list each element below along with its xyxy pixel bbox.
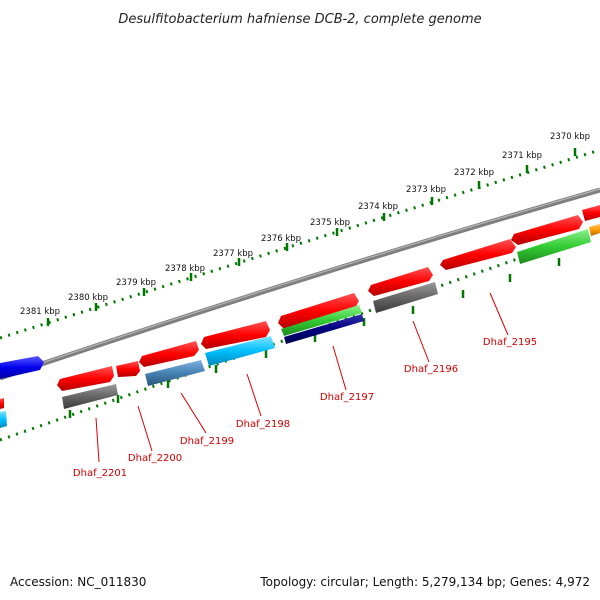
kbp-label: 2370 kbp [550,132,590,142]
genome-backbone-highlight [0,188,600,378]
gene-feature[interactable] [373,282,438,313]
gene-feature[interactable] [582,205,600,221]
gene-leader-lines [95,292,509,463]
gene-feature[interactable] [517,229,591,264]
kbp-label: 2378 kbp [165,264,205,274]
gene-label-dhaf-2197[interactable]: Dhaf_2197 [320,392,374,403]
kbp-label: 2380 kbp [68,293,108,303]
kbp-label: 2375 kbp [310,218,350,228]
kbp-label: 2371 kbp [502,151,542,161]
gene-feature[interactable] [0,411,7,428]
forward-strand-genes [57,205,600,391]
kbp-label: 2379 kbp [116,278,156,288]
kbp-label: 2376 kbp [261,234,301,244]
gene-label-dhaf-2198[interactable]: Dhaf_2198 [236,419,290,430]
gene-feature[interactable] [116,361,140,377]
gene-label-dhaf-2199[interactable]: Dhaf_2199 [180,436,234,447]
gene-feature[interactable] [368,267,433,296]
kbp-label: 2374 kbp [358,202,398,212]
genome-title: Desulfitobacterium hafniense DCB-2, comp… [118,12,481,27]
gene-feature[interactable] [511,215,583,245]
gene-feature[interactable] [145,360,205,386]
kbp-label: 2381 kbp [20,307,60,317]
gene-feature[interactable] [205,336,275,366]
kbp-label: 2372 kbp [454,168,494,178]
gene-label-dhaf-2201[interactable]: Dhaf_2201 [73,468,127,479]
kbp-labels: 2381 kbp 2380 kbp 2379 kbp 2378 kbp 2377… [20,132,590,317]
gene-feature[interactable] [139,341,199,367]
kbp-label: 2373 kbp [406,185,446,195]
gene-feature[interactable] [284,314,364,344]
gene-feature[interactable] [440,239,516,270]
gene-feature[interactable] [62,384,118,409]
gene-blue-left[interactable] [0,356,44,379]
outer-major-ticks [46,148,577,326]
second-row-genes [0,224,600,428]
gene-labels: Dhaf_2201 Dhaf_2200 Dhaf_2199 Dhaf_2198 … [73,337,537,479]
gene-feature[interactable] [57,366,114,391]
gene-label-dhaf-2195[interactable]: Dhaf_2195 [483,337,537,348]
gene-feature[interactable] [281,305,362,336]
kbp-label: 2377 kbp [213,249,253,259]
gene-feature[interactable] [589,224,600,236]
gene-feature[interactable] [201,321,270,349]
genome-summary-text: Topology: circular; Length: 5,279,134 bp… [259,575,590,589]
gene-label-dhaf-2196[interactable]: Dhaf_2196 [404,364,458,375]
gene-feature[interactable] [278,293,359,329]
gene-feature[interactable] [0,398,4,409]
genome-backbone [0,187,600,381]
gene-label-dhaf-2200[interactable]: Dhaf_2200 [128,453,182,464]
accession-text: Accession: NC_011830 [10,575,146,589]
